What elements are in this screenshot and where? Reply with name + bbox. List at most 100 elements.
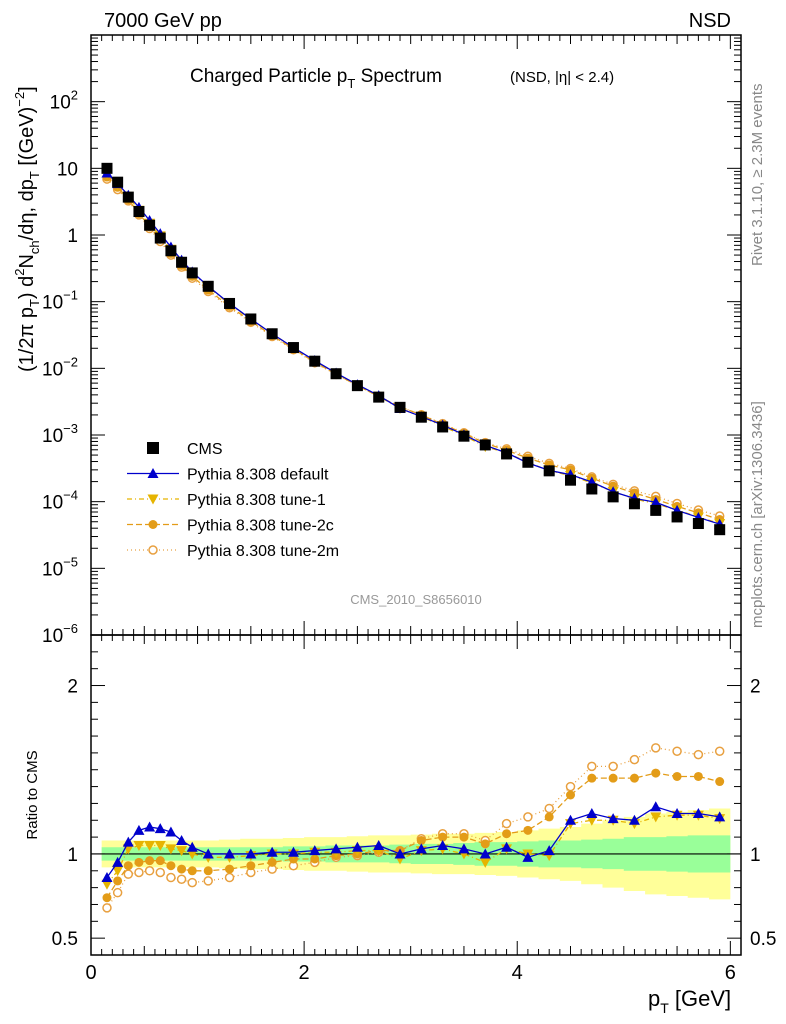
ratio-data-point [416,835,426,845]
ratio-frame [90,634,742,956]
ratio-data-point [351,841,363,852]
ratio-data-point [587,761,597,772]
data-point [565,474,577,486]
ratio-data-point [154,823,166,834]
ratio-data-point [310,854,320,864]
ratio-data-point [202,848,214,859]
legend-marker [148,545,158,555]
data-point [122,191,134,203]
legend-item-pythia-8-308-tune-1: Pythia 8.308 tune-1 [127,492,326,509]
ratio-data-point [154,841,166,852]
ratio-data-point [672,746,682,756]
ratio-data-point [502,829,512,839]
ratio-data-point [650,801,662,812]
data-point [224,297,236,309]
data-point [186,267,198,279]
data-point [176,256,188,268]
ratio-data-point [544,803,554,814]
ratio-data-point [101,872,113,883]
legend-label: Pythia 8.308 tune-2c [187,518,334,535]
ratio-data-point [651,743,661,753]
data-point [543,465,555,477]
data-point [650,504,662,516]
ratio-data-point [330,843,342,854]
data-point [415,411,427,423]
process-label: NSD [689,10,731,32]
ratio-data-point [629,773,639,783]
data-point [501,448,513,460]
ratio-data-point [309,845,321,856]
x-tick-label: 4 [512,962,523,984]
ratio-data-point [155,867,166,878]
ratio-data-point [134,857,144,867]
ratio-data-point [245,848,257,859]
ratio-data-point [501,818,512,829]
data-point [266,328,278,340]
legend-marker [148,520,158,529]
data-point [394,401,406,413]
ratio-data-point [586,815,598,826]
ratio-data-point [145,856,155,866]
ratio-data-point [587,773,597,783]
ratio-data-point [123,869,134,879]
y-axis-label: (1/2π pT) d2Nch/dη, dpT [(GeV)−2] [12,86,42,372]
ratio-y-tick-label-right: 0.5 [750,929,776,950]
legend-label: Pythia 8.308 default [187,467,329,484]
y-tick-label: 10−5 [42,554,78,580]
ratio-data-point [176,874,187,884]
ratio-data-point [112,856,124,867]
legend-label: CMS [187,441,223,458]
ratio-data-point [225,864,235,874]
ratio-data-point [134,867,144,878]
y-tick-label: 10−4 [42,488,78,514]
y-tick-label: 10−2 [42,354,78,380]
ratio-data-point [133,824,145,835]
ratio-y-tick-label: 1 [67,845,78,866]
analysis-watermark: CMS_2010_S8656010 [350,592,482,607]
ratio-data-point [266,846,278,857]
ratio-series-line [106,747,720,909]
ratio-data-point [479,848,491,859]
chart-title-suffix: (NSD, |η| < 2.4) [510,69,614,86]
chart-title: Charged Particle pT Spectrum (NSD, |η| <… [190,66,614,91]
data-point [154,232,166,244]
ratio-series-line [106,806,720,878]
legend-item-pythia-8-308-default: Pythia 8.308 default [127,467,329,484]
data-point [458,430,470,442]
ratio-data-point [629,754,640,765]
ratio-data-point [479,857,491,868]
ratio-data-point [523,812,533,822]
svg-text:pT [GeV]: pT [GeV] [648,986,731,1016]
ratio-data-point [415,843,427,854]
ratio-data-point [607,813,619,824]
ratio-data-point [501,841,513,852]
svg-text:Charged Particle pT Spectrum: Charged Particle pT Spectrum [190,66,442,91]
legend-marker [147,468,159,478]
data-point [607,491,619,503]
ratio-data-point [113,876,123,886]
ratio-y-tick-label: 0.5 [52,929,78,950]
ratio-data-point [203,866,213,876]
ratio-plot: 0 2 4 6 0.5 0.5 1 1 2 2 [52,634,776,984]
y-tick-label: 102 [50,88,78,114]
ratio-data-point [176,846,188,857]
data-point [628,498,640,510]
svg-text:(1/2π pT) d2Nch/dη, dpT [(GeV): (1/2π pT) d2Nch/dη, dpT [(GeV)−2] [12,86,42,372]
ratio-data-point [522,851,534,862]
ratio-data-point [166,861,176,871]
legend-marker [147,442,159,454]
ratio-data-point [203,876,213,886]
y-tick-label: 10 [57,159,78,180]
ratio-data-point [246,861,256,871]
data-point [586,483,598,495]
ratio-data-point [144,841,156,852]
legend: CMS Pythia 8.308 default Pythia 8.308 tune… [127,441,339,560]
ratio-data-point [102,893,112,903]
data-point [112,176,124,188]
data-point [671,511,683,523]
energy-label: 7000 GeV pp [104,10,222,32]
ratio-data-point [458,843,470,854]
data-point [133,206,145,218]
ratio-data-point [715,777,725,787]
rivet-version-label: Rivet 3.1.10, ≥ 2.3M events [749,84,766,267]
